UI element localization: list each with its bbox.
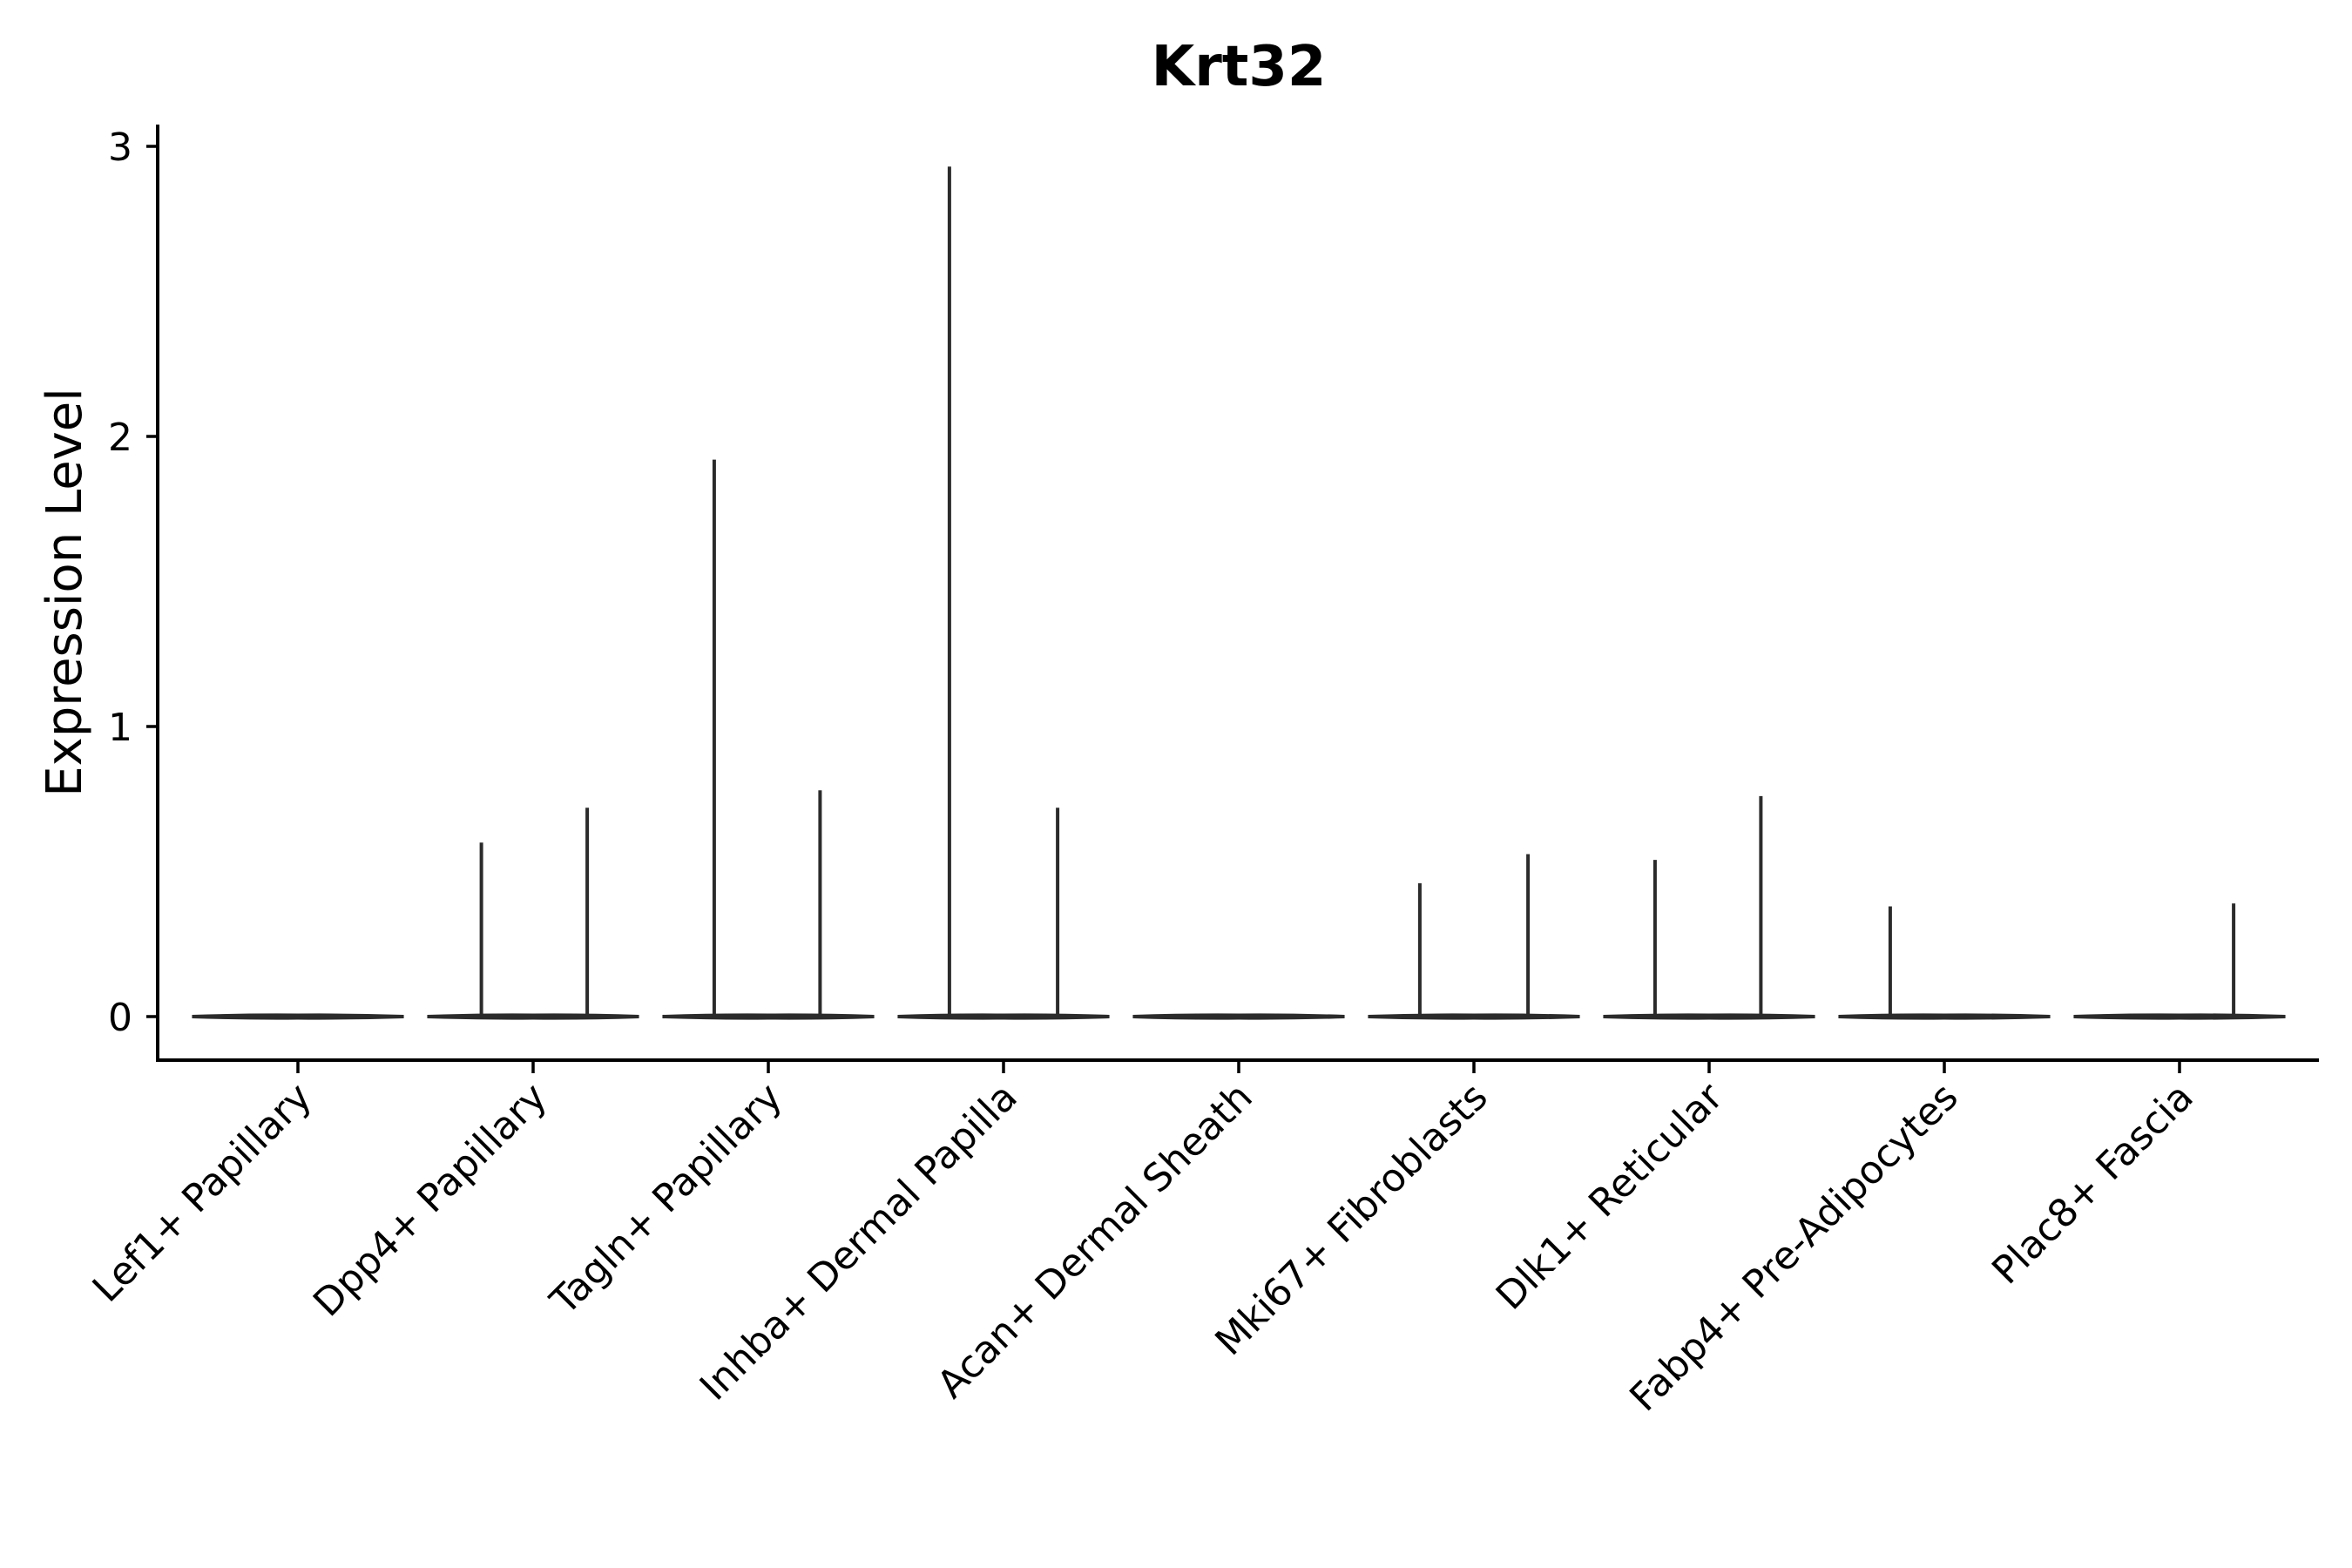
y-tick-label: 2 xyxy=(108,416,132,460)
chart-title: Krt32 xyxy=(1152,35,1327,99)
x-tick-label: Dpp4+ Papillary xyxy=(305,1075,556,1326)
violin-body xyxy=(427,1013,639,1020)
x-tick-label: Mki67+ Fibroblasts xyxy=(1206,1075,1496,1364)
violin-body xyxy=(192,1013,404,1020)
violin-body xyxy=(662,1013,875,1020)
y-tick-label: 3 xyxy=(108,125,132,170)
x-tick-label: Tagln+ Papillary xyxy=(542,1075,791,1324)
x-tick-label: Dlk1+ Reticular xyxy=(1488,1074,1733,1319)
y-tick-label: 1 xyxy=(108,706,132,750)
y-tick-label: 0 xyxy=(108,996,132,1040)
violin-body xyxy=(1603,1013,1815,1020)
violin-body xyxy=(2073,1013,2286,1020)
x-tick-label: Plac8+ Fascia xyxy=(1984,1075,2202,1294)
y-axis-label: Expression Level xyxy=(37,388,93,797)
plot-area xyxy=(192,166,2286,1020)
violin-body xyxy=(1838,1013,2051,1020)
violin-body xyxy=(1368,1013,1580,1020)
violin-body xyxy=(1132,1013,1345,1020)
x-tick-label: Lef1+ Papillary xyxy=(84,1075,321,1311)
violin-body xyxy=(897,1013,1110,1020)
